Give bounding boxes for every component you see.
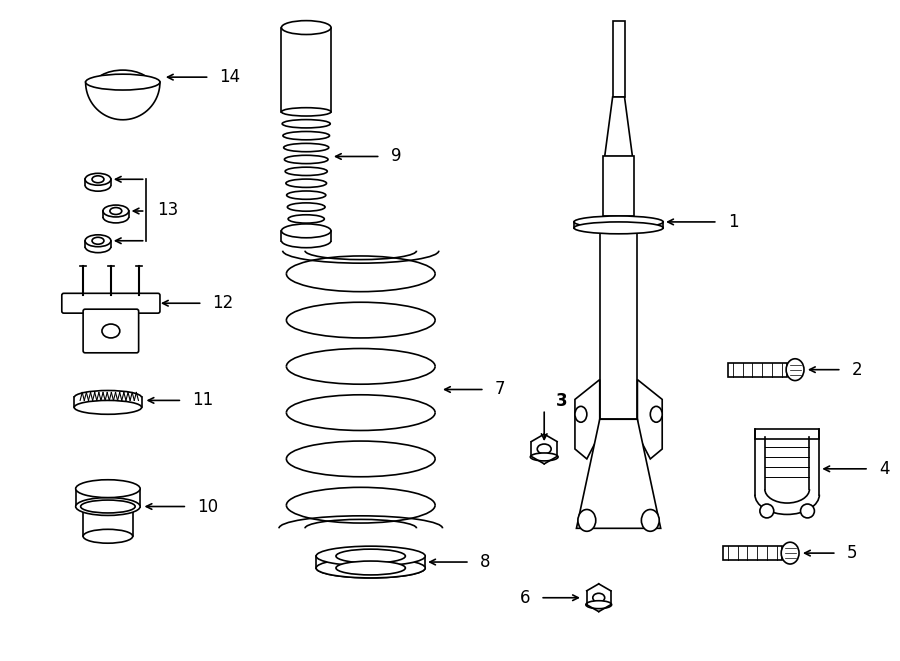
Ellipse shape: [642, 510, 659, 531]
Text: 6: 6: [520, 589, 530, 607]
Ellipse shape: [586, 601, 612, 609]
Ellipse shape: [575, 407, 587, 422]
Polygon shape: [575, 379, 599, 459]
Ellipse shape: [578, 510, 596, 531]
FancyBboxPatch shape: [727, 363, 788, 377]
FancyBboxPatch shape: [755, 429, 819, 439]
Ellipse shape: [574, 222, 663, 234]
FancyBboxPatch shape: [574, 222, 663, 228]
Polygon shape: [576, 419, 661, 528]
Ellipse shape: [781, 542, 799, 564]
Ellipse shape: [537, 444, 551, 454]
Ellipse shape: [288, 215, 324, 223]
Ellipse shape: [316, 558, 425, 578]
Ellipse shape: [336, 561, 405, 575]
FancyBboxPatch shape: [723, 546, 782, 560]
Polygon shape: [605, 97, 633, 157]
Ellipse shape: [74, 401, 141, 414]
Ellipse shape: [86, 173, 111, 185]
Text: 10: 10: [197, 498, 219, 516]
Ellipse shape: [76, 480, 140, 498]
Ellipse shape: [800, 504, 814, 518]
Text: 12: 12: [212, 294, 234, 312]
Ellipse shape: [283, 120, 330, 128]
Ellipse shape: [530, 453, 558, 461]
FancyBboxPatch shape: [613, 20, 625, 97]
Text: 13: 13: [158, 201, 179, 219]
Ellipse shape: [282, 20, 331, 34]
Text: 4: 4: [879, 460, 889, 478]
Ellipse shape: [81, 500, 135, 513]
Ellipse shape: [593, 594, 605, 602]
Ellipse shape: [336, 549, 405, 563]
Ellipse shape: [287, 203, 325, 212]
Ellipse shape: [286, 191, 326, 200]
FancyBboxPatch shape: [603, 157, 634, 216]
FancyBboxPatch shape: [83, 309, 139, 353]
Polygon shape: [637, 379, 662, 459]
Ellipse shape: [86, 235, 111, 247]
Ellipse shape: [86, 74, 160, 90]
Ellipse shape: [284, 143, 328, 152]
Ellipse shape: [284, 155, 328, 164]
Ellipse shape: [787, 359, 804, 381]
Ellipse shape: [286, 179, 327, 188]
Text: 11: 11: [193, 391, 213, 409]
Ellipse shape: [760, 504, 774, 518]
Ellipse shape: [103, 205, 129, 217]
Text: 14: 14: [220, 68, 240, 86]
Text: 8: 8: [480, 553, 491, 571]
Ellipse shape: [316, 546, 425, 566]
Text: 7: 7: [495, 381, 505, 399]
Ellipse shape: [92, 176, 104, 182]
Ellipse shape: [283, 132, 329, 140]
FancyBboxPatch shape: [62, 293, 160, 313]
Ellipse shape: [574, 216, 663, 228]
FancyBboxPatch shape: [599, 228, 637, 419]
Ellipse shape: [110, 208, 122, 214]
Ellipse shape: [282, 108, 331, 116]
Text: 3: 3: [556, 393, 568, 410]
Text: 2: 2: [851, 361, 862, 379]
Ellipse shape: [282, 224, 331, 238]
Text: 5: 5: [847, 544, 857, 562]
Ellipse shape: [76, 498, 140, 516]
Ellipse shape: [92, 237, 104, 244]
Text: 1: 1: [727, 213, 738, 231]
Ellipse shape: [83, 529, 132, 543]
Ellipse shape: [651, 407, 662, 422]
Text: 9: 9: [391, 147, 401, 165]
Ellipse shape: [102, 324, 120, 338]
Ellipse shape: [285, 167, 328, 176]
